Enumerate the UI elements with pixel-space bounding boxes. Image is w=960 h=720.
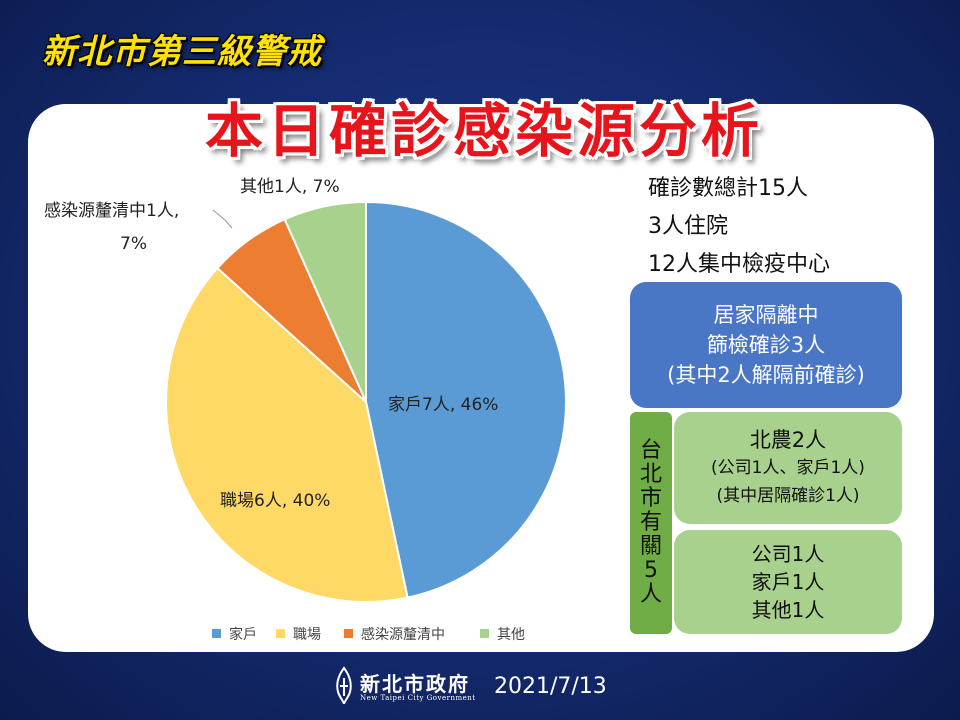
pie-slice-other bbox=[283, 200, 367, 403]
home-isolation-line1: 居家隔離中 bbox=[713, 303, 819, 327]
legend-swatch bbox=[480, 629, 489, 638]
date-label: 2021/7/13 bbox=[494, 674, 607, 699]
legend-swatch bbox=[212, 629, 221, 638]
home-isolation-line3: (其中2人解隔前確診) bbox=[667, 363, 865, 387]
data-label-leader-line bbox=[212, 209, 233, 229]
beinong-line1: 北農2人 bbox=[749, 428, 827, 452]
org-name-english: New Taipei City Government bbox=[360, 694, 476, 702]
legend-item-unclear: 感染源釐清中 bbox=[344, 624, 445, 644]
data-label-unclear-percent: 7% bbox=[120, 234, 147, 254]
beinong-line3: (其中居隔確診1人) bbox=[716, 486, 860, 506]
legend-item-other: 其他 bbox=[480, 624, 525, 644]
home-isolation-box: 居家隔離中 篩檢確診3人 (其中2人解隔前確診) bbox=[630, 282, 902, 408]
summary-total: 確診數總計15人 bbox=[648, 176, 808, 201]
beinong-box: 北農2人 (公司1人、家戶1人) (其中居隔確診1人) bbox=[674, 412, 902, 524]
taipei-other-line3: 其他1人 bbox=[751, 598, 825, 622]
beinong-line2: (公司1人、家戶1人) bbox=[711, 458, 865, 478]
legend-swatch bbox=[276, 629, 285, 638]
data-label-household: 家戶7人, 46% bbox=[388, 395, 499, 415]
page-title: 本日確診感染源分析 bbox=[204, 97, 763, 165]
legend-item-household: 家戶 bbox=[212, 624, 257, 644]
data-label-unclear: 感染源釐清中1人, bbox=[44, 201, 180, 221]
legend-swatch bbox=[344, 629, 353, 638]
home-isolation-line2: 篩檢確診3人 bbox=[706, 333, 826, 357]
legend-item-workplace: 職場 bbox=[276, 624, 321, 644]
data-label-other: 其他1人, 7% bbox=[240, 177, 340, 197]
taipei-other-line2: 家戶1人 bbox=[751, 570, 825, 594]
org-name: 新北市政府 bbox=[360, 672, 470, 696]
summary-quarantine: 12人集中檢疫中心 bbox=[648, 252, 830, 277]
summary-hospitalized: 3人住院 bbox=[648, 214, 728, 239]
pie-slice-workplace bbox=[165, 266, 409, 603]
taipei-other-line1: 公司1人 bbox=[751, 542, 825, 566]
new-taipei-logo-icon bbox=[336, 666, 352, 705]
alert-level-title: 新北市第三級警戒 bbox=[42, 32, 322, 72]
taipei-other-box: 公司1人 家戶1人 其他1人 bbox=[674, 530, 902, 634]
pie-slice-household bbox=[365, 200, 567, 599]
taipei-related-label: 台 北 市 有 關 5 人 bbox=[630, 412, 672, 634]
data-label-workplace: 職場6人, 40% bbox=[220, 491, 331, 511]
